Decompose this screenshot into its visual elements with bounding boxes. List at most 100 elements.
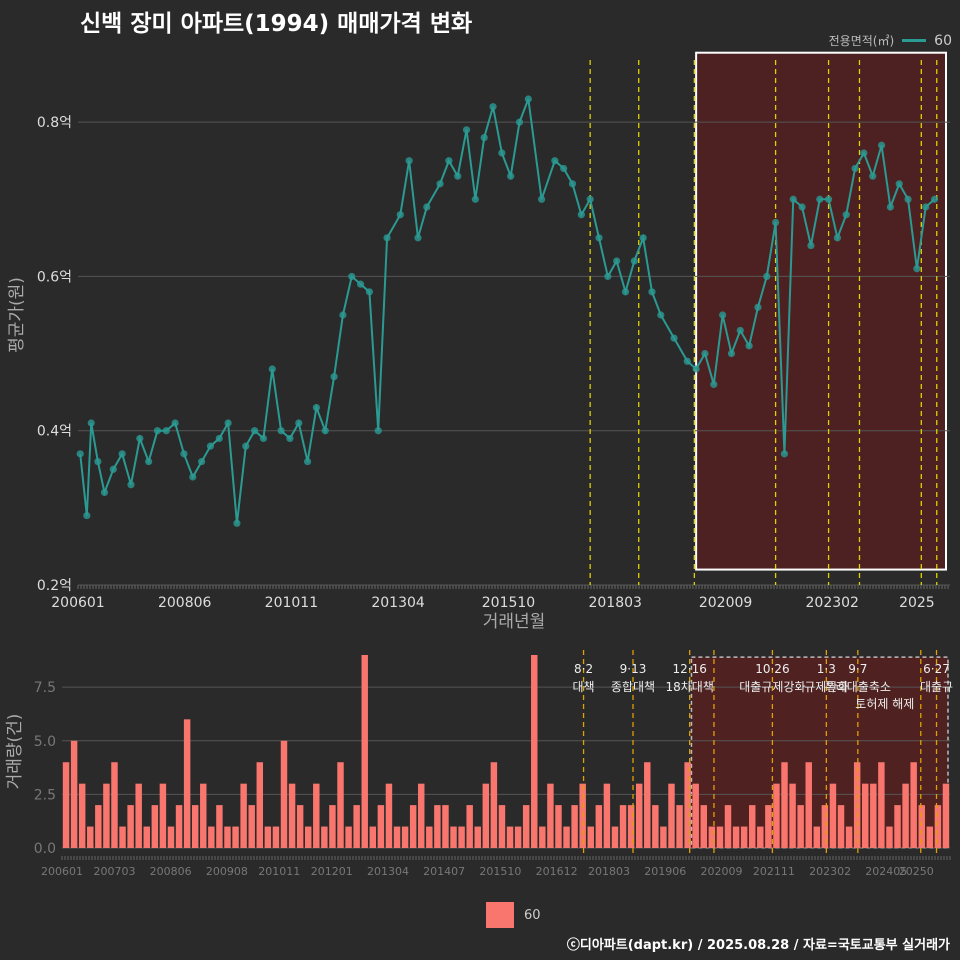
volume-bar	[385, 783, 393, 848]
price-point	[127, 481, 135, 489]
price-point	[215, 434, 223, 443]
price-point	[383, 234, 391, 242]
volume-bar	[522, 805, 530, 848]
price-point	[913, 265, 921, 273]
volume-bar	[111, 762, 118, 848]
price-point	[76, 450, 84, 458]
price-point	[515, 118, 524, 126]
volume-bar	[87, 826, 94, 848]
volume-bar	[773, 783, 780, 848]
price-point	[233, 519, 241, 527]
price-legend: 전용면적(㎡) 60	[829, 32, 952, 49]
price-point	[604, 272, 612, 281]
price-y-tick-label: 0.2억	[37, 578, 72, 594]
price-x-tick-label: 201510	[482, 595, 535, 611]
price-point	[171, 419, 179, 427]
price-x-axis-title: 거래년월	[483, 612, 546, 632]
policy-name-label: 특례대출축소	[825, 680, 891, 694]
price-point	[224, 419, 232, 427]
volume-bar	[644, 762, 651, 848]
price-point	[145, 457, 153, 466]
volume-bar	[789, 783, 796, 848]
volume-x-tick-label: 201803	[588, 865, 630, 878]
highlight-box	[695, 51, 947, 571]
volume-x-tick-label: 201011	[258, 865, 300, 878]
legend-title: 전용면적(㎡)	[828, 34, 895, 48]
volume-bar	[490, 762, 498, 848]
volume-bar	[62, 762, 70, 848]
price-point	[251, 427, 259, 435]
volume-x-tick-label: 201201	[311, 865, 353, 878]
volume-bar	[660, 826, 667, 848]
volume-bar	[539, 826, 546, 848]
price-point	[498, 149, 506, 157]
volume-bar	[805, 762, 812, 848]
volume-bar	[942, 783, 950, 848]
price-point	[639, 234, 647, 242]
price-y-tick-label: 0.6억	[37, 269, 72, 285]
price-x-tick-label: 202009	[699, 595, 752, 611]
policy-name-label: 규제완화	[804, 680, 848, 694]
volume-x-tick-label: 202405	[865, 865, 907, 878]
volume-bar	[434, 805, 441, 848]
price-point	[321, 427, 329, 435]
policy-date-label: 1·3	[817, 662, 836, 676]
price-point	[286, 434, 294, 443]
volume-bar	[143, 826, 150, 848]
price-point	[807, 241, 815, 250]
price-point	[745, 342, 753, 350]
policy-name-label: 종합대책	[611, 679, 655, 694]
price-point	[657, 311, 665, 319]
price-point	[568, 180, 577, 188]
volume-bar	[845, 826, 853, 848]
price-point	[356, 280, 365, 288]
policy-name-label: 대출규	[920, 680, 953, 694]
volume-x-tick-label: 20250	[899, 865, 934, 878]
volume-bar	[248, 805, 255, 848]
volume-y-tick-label: 2.5	[34, 787, 56, 803]
price-point	[930, 195, 939, 203]
volume-bar	[393, 826, 401, 848]
volume-bar	[547, 783, 554, 848]
volume-bar	[401, 826, 409, 848]
volume-bar	[95, 805, 102, 848]
volume-bar	[103, 783, 110, 848]
price-point	[524, 95, 532, 103]
volume-bar	[587, 826, 594, 848]
price-point	[153, 427, 162, 435]
volume-bar	[886, 826, 893, 848]
volume-bar	[426, 826, 433, 848]
volume-x-tick-label: 200601	[41, 865, 83, 878]
volume-bar	[765, 805, 772, 848]
price-point	[670, 334, 678, 342]
volume-x-tick-label: 202009	[700, 865, 742, 878]
volume-bar	[200, 783, 207, 848]
price-point	[895, 180, 903, 188]
price-point	[692, 365, 700, 373]
volume-bar	[264, 826, 272, 848]
price-point	[259, 434, 268, 443]
volume-bar	[555, 805, 562, 848]
volume-y-tick-label: 7.5	[34, 680, 56, 696]
volume-bar	[175, 805, 183, 848]
price-point	[206, 442, 215, 450]
volume-x-tick-label: 201906	[644, 865, 686, 878]
price-point	[798, 203, 806, 211]
price-x-tick-label: 201803	[588, 595, 641, 611]
price-point	[816, 195, 824, 203]
price-point	[586, 195, 594, 203]
price-point	[423, 203, 431, 211]
volume-bar	[821, 805, 829, 848]
price-point	[489, 103, 497, 111]
price-point	[886, 203, 894, 211]
price-point	[621, 288, 630, 296]
price-point	[405, 157, 413, 165]
volume-bar	[288, 783, 296, 848]
volume-bar	[740, 826, 748, 848]
volume-bar	[466, 805, 473, 848]
volume-bar	[716, 826, 724, 848]
legend-line-swatch	[902, 39, 927, 42]
volume-x-tick-label: 200908	[206, 865, 248, 878]
price-point	[348, 272, 356, 281]
volume-bar	[256, 762, 264, 848]
